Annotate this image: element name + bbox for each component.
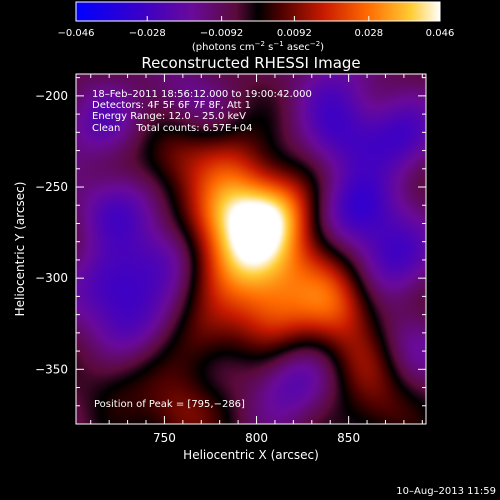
annotation-clean-counts: Clean Total counts: 6.57E+04 [92,123,252,134]
colorbar-tick-labels: −0.046 −0.028 −0.0092 0.0092 0.028 0.046 [57,28,454,39]
x-tick-label: 800 [245,431,268,445]
y-tick-label: −200 [35,89,68,103]
colorbar-gradient [75,1,441,22]
x-tick-labels: 750 800 850 [153,431,360,445]
colorbar-ticks [75,16,441,21]
heatmap-raster [76,74,426,424]
plot-annotations: 18–Feb–2011 18:56:12.000 to 19:00:42.000… [92,89,312,410]
colorbar-tick-label: 0.028 [354,28,383,39]
colorbar-tick-label: −0.028 [129,28,166,39]
x-axis-label: Heliocentric X (arcsec) [183,448,319,462]
x-tick-label: 850 [337,431,360,445]
colorbar-tick-label: −0.046 [57,28,94,39]
colorbar: −0.046 −0.028 −0.0092 0.0092 0.028 0.046… [57,1,454,53]
annotation-energy-range: Energy Range: 12.0 – 25.0 keV [92,111,246,122]
colorbar-unit-label: (photons cm−2 s−1 asec−2) [192,40,324,53]
colorbar-tick-label: −0.0092 [200,28,243,39]
colorbar-tick-label: 0.0092 [277,28,312,39]
y-tick-labels: −200 −250 −300 −350 [35,89,68,376]
plot-timestamp: 10–Aug–2013 11:59 [396,486,496,497]
y-tick-label: −300 [35,271,68,285]
annotation-time-range: 18–Feb–2011 18:56:12.000 to 19:00:42.000 [92,89,312,100]
annotation-peak-position: Position of Peak = [795,−286] [94,399,245,410]
y-tick-label: −250 [35,180,68,194]
annotation-detectors: Detectors: 4F 5F 6F 7F 8F, Att 1 [92,100,251,111]
colorbar-tick-label: 0.046 [426,28,455,39]
axis-ticks [76,74,426,425]
chart-title: Reconstructed RHESSI Image [141,54,360,72]
y-axis-label: Heliocentric Y (arcsec) [13,182,27,317]
plot-frame [75,73,427,425]
x-tick-label: 750 [153,431,176,445]
y-tick-label: −350 [35,362,68,376]
heatmap-image [76,74,426,424]
